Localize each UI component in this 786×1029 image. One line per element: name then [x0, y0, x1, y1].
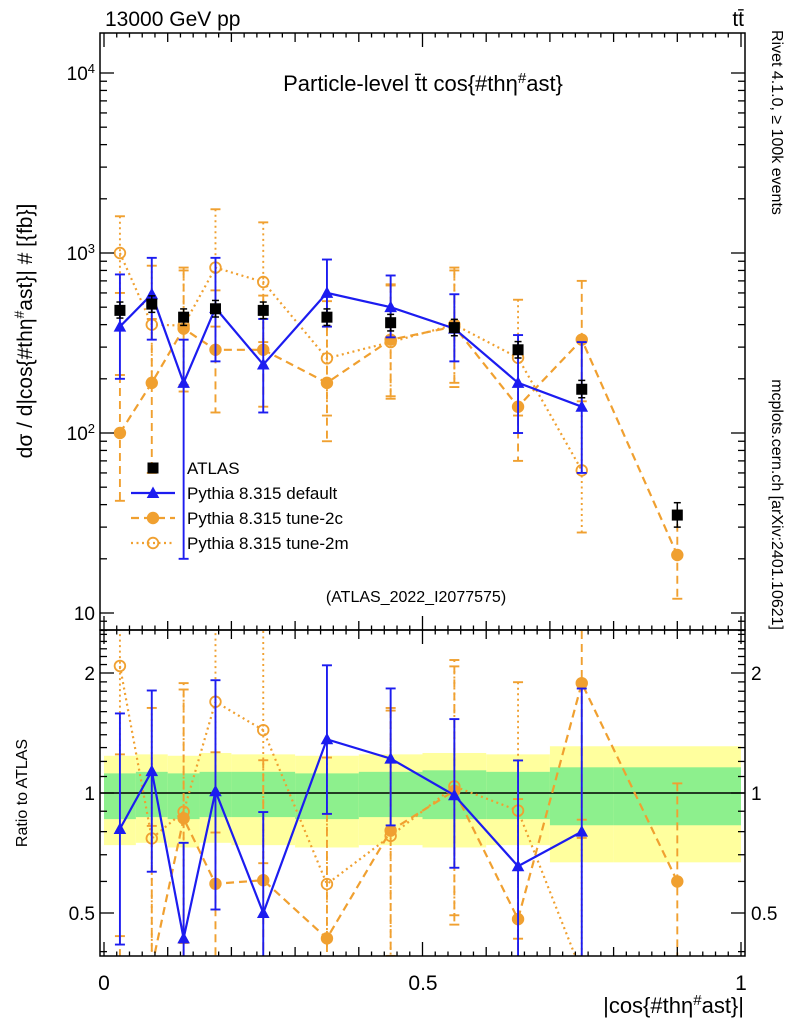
legend-markers	[131, 462, 175, 550]
y-tick-1e1: 10	[74, 604, 95, 625]
ratio-tick-2-left: 2	[84, 664, 95, 685]
legend-label-pythia-tune2m: Pythia 8.315 tune-2m	[187, 534, 349, 553]
rivet-version-note: Rivet 4.1.0, ≥ 100k events	[768, 30, 785, 215]
y-axis-title: dσ / d|cos{#thη#ast}| # [{fb}]	[11, 204, 37, 459]
tick-marks	[100, 33, 745, 956]
ratio-tick-05-left: 0.5	[69, 904, 95, 925]
ratio-tick-2-right: 2	[751, 664, 762, 685]
ratio-tick-1-left: 1	[84, 784, 95, 805]
y-tick-1e3: 103	[67, 241, 95, 265]
mcplots-note: mcplots.cern.ch [arXiv:2401.10621]	[768, 379, 785, 630]
series-pythia-8-315-tune-2m	[113, 208, 588, 534]
atlas-uncertainty-bands	[100, 746, 745, 863]
ratio-axis-title: Ratio to ATLAS	[14, 739, 31, 847]
y-tick-1e2: 102	[67, 421, 95, 445]
x-tick-1: 1	[735, 972, 747, 995]
series-atlas	[114, 295, 683, 528]
x-axis-title: |cos{#thη#ast}|	[603, 992, 744, 1018]
series-pythia-8-315-default	[113, 664, 589, 956]
beam-energy-label: 13000 GeV pp	[105, 8, 240, 31]
legend-label-pythia-tune2c: Pythia 8.315 tune-2c	[187, 509, 343, 528]
ratio-tick-1-right: 1	[751, 784, 762, 805]
ratio-tick-05-right: 0.5	[751, 904, 777, 925]
plot-title: Particle-level t̄t cos{#thη#ast}	[283, 70, 563, 96]
process-label: tt̄	[732, 8, 744, 31]
chart-graphics	[99, 32, 746, 957]
analysis-watermark: (ATLAS_2022_I2077575)	[326, 589, 506, 606]
legend-label-pythia-default: Pythia 8.315 default	[187, 484, 338, 503]
x-tick-05: 0.5	[408, 972, 437, 995]
y-tick-1e4: 104	[67, 61, 95, 85]
legend-label-atlas: ATLAS	[187, 459, 240, 478]
x-tick-0: 0	[98, 972, 110, 995]
